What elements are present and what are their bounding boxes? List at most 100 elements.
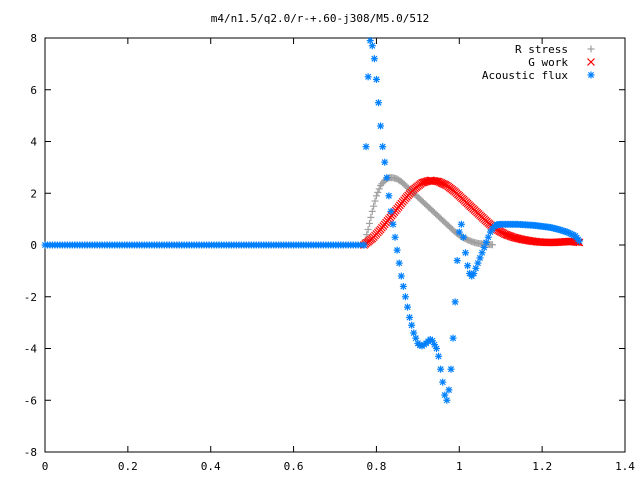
data-point — [362, 143, 370, 151]
data-point — [397, 272, 405, 280]
data-point — [488, 241, 496, 249]
marker-stroke — [429, 337, 436, 344]
marker-stroke — [454, 257, 461, 264]
data-point — [366, 219, 374, 227]
data-point — [375, 99, 382, 107]
data-point — [363, 231, 371, 239]
data-point — [381, 158, 389, 166]
marker-stroke — [433, 177, 442, 186]
marker-stroke — [431, 341, 438, 348]
marker-stroke — [383, 174, 390, 181]
series-acoustic-flux — [360, 37, 583, 404]
marker-stroke — [377, 122, 384, 130]
marker-stroke — [394, 247, 401, 254]
marker-stroke — [450, 335, 457, 342]
data-point — [500, 230, 509, 239]
data-point — [408, 321, 416, 329]
x-tick-label: 1.2 — [532, 460, 552, 473]
marker-stroke — [398, 273, 405, 280]
data-point — [451, 298, 459, 306]
data-point — [439, 378, 447, 386]
data-point — [462, 249, 469, 257]
data-point — [437, 365, 445, 373]
legend-label: Acoustic flux — [482, 69, 568, 82]
data-point — [506, 232, 515, 241]
x-tick-label: 1.4 — [615, 460, 635, 473]
marker-stroke — [431, 177, 440, 186]
marker-stroke — [365, 73, 372, 80]
marker-stroke — [435, 353, 442, 360]
series-r-stress — [360, 174, 496, 249]
marker-stroke — [505, 231, 513, 240]
data-point — [389, 220, 397, 228]
legend-label: G work — [528, 56, 568, 69]
data-point — [372, 75, 380, 83]
marker-stroke — [452, 298, 459, 305]
x-tick-label: 0.2 — [118, 460, 138, 473]
legend-label: R stress — [515, 43, 568, 56]
data-point — [395, 259, 403, 267]
legend-marker — [587, 58, 595, 66]
data-point — [387, 207, 395, 215]
marker-stroke — [412, 335, 419, 342]
y-tick-label: -8 — [24, 446, 37, 459]
data-point — [433, 345, 440, 352]
data-point — [503, 231, 512, 240]
data-point — [453, 257, 461, 265]
legend-marker — [587, 45, 595, 53]
y-tick-label: -6 — [24, 394, 37, 407]
data-point — [391, 233, 399, 241]
y-tick-label: 2 — [30, 187, 37, 200]
x-tick-label: 0.8 — [366, 460, 386, 473]
marker-stroke — [439, 379, 446, 386]
data-point — [364, 225, 372, 233]
data-point — [379, 143, 387, 151]
data-point — [505, 231, 513, 240]
data-point — [370, 55, 378, 63]
marker-stroke — [507, 232, 516, 241]
marker-stroke — [462, 249, 469, 256]
marker-stroke — [385, 192, 392, 199]
data-point — [447, 365, 455, 373]
data-point — [377, 122, 385, 130]
marker-stroke — [500, 230, 509, 239]
marker-stroke — [503, 231, 512, 240]
marker-stroke — [502, 230, 511, 239]
data-point — [464, 262, 472, 270]
marker-stroke — [506, 232, 515, 241]
marker-stroke — [458, 221, 465, 228]
data-point — [366, 37, 374, 45]
marker-stroke — [406, 314, 413, 321]
marker-stroke — [389, 221, 397, 228]
marker-stroke — [392, 234, 399, 241]
data-point — [393, 246, 401, 254]
y-tick-label: -4 — [24, 343, 38, 356]
marker-stroke — [400, 283, 407, 290]
data-point — [371, 197, 379, 205]
data-point — [374, 188, 382, 196]
y-tick-label: 4 — [30, 136, 37, 149]
marker-stroke — [447, 366, 455, 373]
marker-stroke — [460, 234, 467, 241]
y-tick-label: 8 — [30, 32, 37, 45]
data-point — [367, 213, 375, 221]
data-point — [404, 303, 411, 311]
marker-stroke — [445, 386, 452, 393]
x-tick-label: 0 — [42, 460, 49, 473]
marker-stroke — [379, 143, 386, 150]
data-point — [370, 202, 378, 210]
marker-stroke — [387, 208, 394, 215]
data-point — [445, 386, 453, 394]
marker-stroke — [443, 397, 450, 404]
data-point — [368, 42, 376, 50]
marker-stroke — [410, 329, 417, 337]
marker-stroke — [433, 345, 440, 352]
marker-stroke — [369, 42, 376, 49]
marker-stroke — [373, 76, 380, 83]
marker-stroke — [404, 304, 411, 311]
data-point — [457, 220, 465, 228]
data-point — [372, 192, 380, 200]
marker-stroke — [456, 229, 463, 236]
data-point — [459, 233, 467, 241]
